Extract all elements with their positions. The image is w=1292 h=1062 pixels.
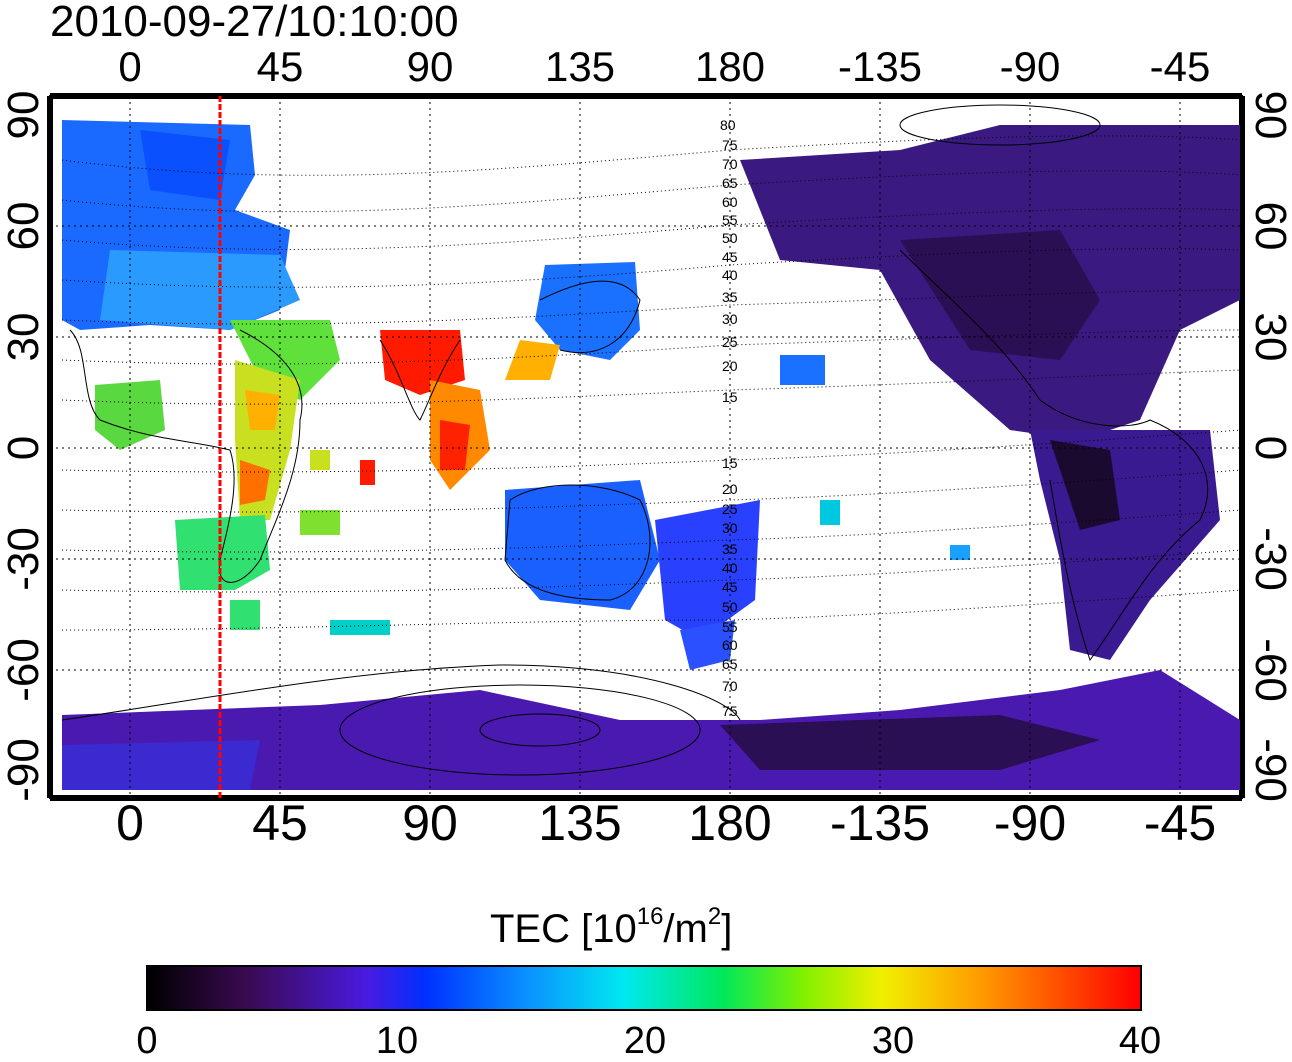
left-lat-tick: 90 bbox=[0, 90, 48, 140]
bottom-lon-tick: 90 bbox=[402, 795, 458, 851]
tec-region-south-america bbox=[1030, 430, 1220, 660]
colorbar-tick: 30 bbox=[871, 1020, 915, 1062]
contour-label: 20 bbox=[722, 358, 738, 374]
map-frame bbox=[49, 95, 1243, 799]
right-lat-tick: -90 bbox=[1246, 738, 1292, 802]
colorbar bbox=[146, 965, 1142, 1011]
contour-label: 50 bbox=[722, 599, 738, 615]
tec-region-middle-east bbox=[230, 320, 340, 400]
bottom-lon-tick: 135 bbox=[538, 795, 622, 851]
contour-label: 35 bbox=[722, 289, 738, 305]
colorbar-title: TEC [1016/m2] bbox=[490, 903, 733, 951]
contour-label: 60 bbox=[722, 637, 738, 653]
tec-region-antarctica bbox=[62, 670, 1240, 790]
tec-region-north-america bbox=[740, 125, 1240, 440]
right-lat-tick: 0 bbox=[1246, 435, 1292, 461]
colorbar-tick: 10 bbox=[375, 1020, 419, 1062]
left-lat-tick: -30 bbox=[0, 527, 48, 591]
top-lon-tick: 135 bbox=[544, 43, 616, 90]
contour-label: 40 bbox=[722, 560, 738, 576]
right-lat-tick: -30 bbox=[1246, 527, 1292, 591]
top-lon-tick: 180 bbox=[694, 43, 766, 90]
graticule bbox=[50, 96, 1242, 798]
tec-region-west-africa bbox=[95, 380, 165, 450]
bottom-lon-tick: -45 bbox=[1143, 795, 1217, 851]
contour-label: 80 bbox=[720, 117, 736, 133]
top-lon-tick: 45 bbox=[256, 43, 304, 90]
bottom-lon-tick: 45 bbox=[252, 795, 308, 851]
right-lat-tick: 60 bbox=[1246, 201, 1292, 251]
top-lon-tick: -90 bbox=[999, 43, 1061, 90]
contour-label: 20 bbox=[722, 481, 738, 497]
contour-label: 60 bbox=[722, 194, 738, 210]
contour-label: 15 bbox=[722, 455, 738, 471]
contour-label: 65 bbox=[722, 175, 738, 191]
contour-label: 75 bbox=[722, 137, 738, 153]
colorbar-tick: 0 bbox=[136, 1020, 158, 1062]
contour-label: 65 bbox=[722, 656, 738, 672]
coastlines bbox=[69, 249, 1209, 662]
frame-tick-marks bbox=[47, 93, 1245, 801]
right-lat-tick: 30 bbox=[1246, 312, 1292, 362]
tec-region-southern-africa bbox=[175, 515, 270, 590]
colorbar-tick: 40 bbox=[1118, 1020, 1162, 1062]
contour-label: 30 bbox=[722, 520, 738, 536]
contour-label: 70 bbox=[722, 156, 738, 172]
contour-label: 30 bbox=[722, 311, 738, 327]
contour-label: 50 bbox=[722, 230, 738, 246]
top-lon-tick: 0 bbox=[118, 43, 142, 90]
tec-data-layer bbox=[62, 120, 1240, 790]
contour-label: 55 bbox=[722, 619, 738, 635]
tec-region-australia bbox=[505, 480, 660, 610]
tec-region-east-asia bbox=[535, 262, 640, 360]
tec-region-india bbox=[380, 330, 465, 395]
polar-contours bbox=[61, 104, 1101, 776]
tec-region-europe bbox=[62, 120, 290, 330]
top-lon-tick: 90 bbox=[406, 43, 454, 90]
bottom-lon-tick: -135 bbox=[829, 795, 931, 851]
bottom-lon-tick: 180 bbox=[688, 795, 772, 851]
left-lat-tick: 30 bbox=[0, 312, 48, 362]
contour-label: 35 bbox=[722, 541, 738, 557]
colorbar-tick: 20 bbox=[623, 1020, 667, 1062]
contour-label: 75 bbox=[722, 703, 738, 719]
left-lat-tick: 0 bbox=[0, 435, 48, 461]
contour-label: 40 bbox=[722, 267, 738, 283]
contour-label: 70 bbox=[722, 678, 738, 694]
right-lat-tick: 90 bbox=[1246, 90, 1292, 140]
left-lat-tick: 60 bbox=[0, 201, 48, 251]
tec-region-east-africa bbox=[235, 360, 300, 520]
magnetic-contours bbox=[61, 135, 1242, 631]
contour-label: 25 bbox=[722, 334, 738, 350]
top-lon-tick: -45 bbox=[1149, 43, 1211, 90]
bottom-lon-tick: -90 bbox=[993, 795, 1067, 851]
top-lon-tick: -135 bbox=[837, 43, 923, 90]
contour-label: 45 bbox=[722, 579, 738, 595]
contour-label: 45 bbox=[722, 249, 738, 265]
map-title: 2010-09-27/10:10:00 bbox=[50, 0, 459, 46]
left-lat-tick: -90 bbox=[0, 738, 48, 802]
contour-label: 55 bbox=[722, 212, 738, 228]
contour-label: 15 bbox=[722, 389, 738, 405]
contour-label: 25 bbox=[722, 501, 738, 517]
bottom-lon-tick: 0 bbox=[116, 795, 144, 851]
